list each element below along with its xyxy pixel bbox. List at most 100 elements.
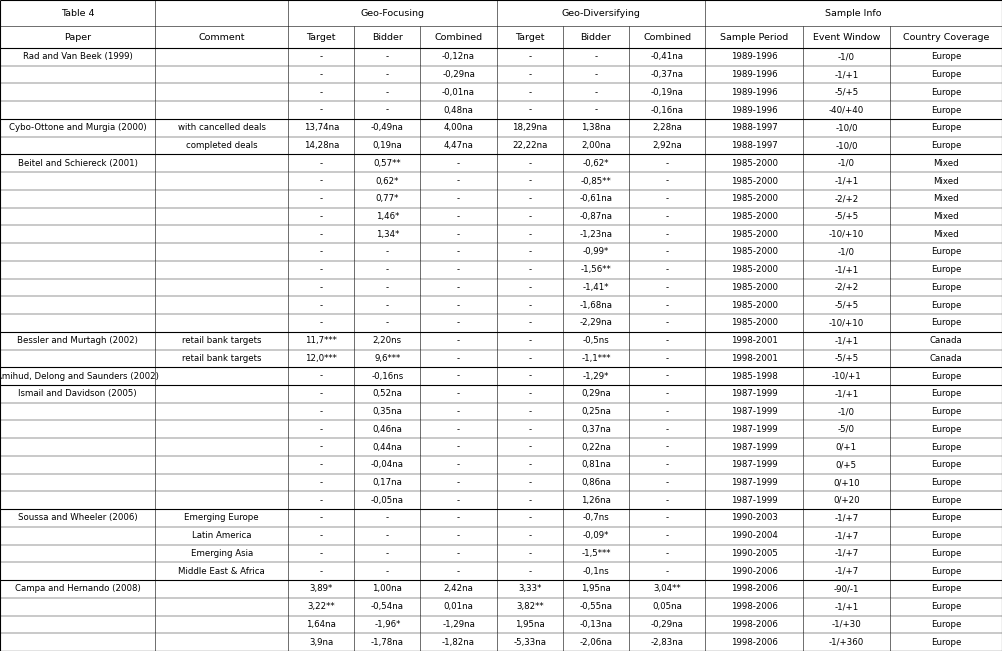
Text: 1987-1999: 1987-1999 xyxy=(730,460,778,469)
Text: Paper: Paper xyxy=(64,33,91,42)
Text: -1/+7: -1/+7 xyxy=(835,531,859,540)
Text: -40/+40: -40/+40 xyxy=(829,105,864,115)
Text: -1/0: -1/0 xyxy=(838,407,855,416)
Text: -: - xyxy=(320,70,323,79)
Text: Europe: Europe xyxy=(931,531,961,540)
Text: -: - xyxy=(594,105,597,115)
Text: -1,1***: -1,1*** xyxy=(581,354,610,363)
Text: -: - xyxy=(457,336,460,345)
Text: Combined: Combined xyxy=(435,33,483,42)
Text: -1,96*: -1,96* xyxy=(374,620,401,629)
Text: -: - xyxy=(665,230,668,239)
Text: Canada: Canada xyxy=(930,354,962,363)
Text: -0,61na: -0,61na xyxy=(579,194,612,203)
Text: -: - xyxy=(528,496,531,505)
Text: -: - xyxy=(386,301,389,310)
Text: -: - xyxy=(320,159,323,168)
Text: 14,28na: 14,28na xyxy=(304,141,339,150)
Text: -: - xyxy=(528,194,531,203)
Text: Soussa and Wheeler (2006): Soussa and Wheeler (2006) xyxy=(18,514,137,523)
Text: -: - xyxy=(320,407,323,416)
Text: 1987-1999: 1987-1999 xyxy=(730,407,778,416)
Text: -: - xyxy=(320,283,323,292)
Text: -1,29na: -1,29na xyxy=(442,620,475,629)
Text: 0,01na: 0,01na xyxy=(444,602,474,611)
Text: -: - xyxy=(457,301,460,310)
Text: Emerging Europe: Emerging Europe xyxy=(184,514,259,523)
Text: Sample Info: Sample Info xyxy=(826,8,882,18)
Text: -: - xyxy=(665,425,668,434)
Text: Europe: Europe xyxy=(931,389,961,398)
Text: 1,38na: 1,38na xyxy=(581,123,611,132)
Text: 9,6***: 9,6*** xyxy=(374,354,401,363)
Text: -: - xyxy=(457,230,460,239)
Text: -1,5***: -1,5*** xyxy=(581,549,610,558)
Text: -: - xyxy=(320,265,323,274)
Text: 1985-2000: 1985-2000 xyxy=(730,301,778,310)
Text: 1998-2001: 1998-2001 xyxy=(730,354,778,363)
Text: 11,7***: 11,7*** xyxy=(306,336,338,345)
Text: 0,35na: 0,35na xyxy=(373,407,402,416)
Text: -1/0: -1/0 xyxy=(838,247,855,256)
Text: -: - xyxy=(386,247,389,256)
Text: -10/+10: -10/+10 xyxy=(829,318,864,327)
Text: Europe: Europe xyxy=(931,496,961,505)
Text: -0,09*: -0,09* xyxy=(583,531,609,540)
Text: Canada: Canada xyxy=(930,336,962,345)
Text: -: - xyxy=(665,443,668,452)
Text: 1,00na: 1,00na xyxy=(373,585,402,594)
Text: -1/+360: -1/+360 xyxy=(829,637,864,646)
Text: -: - xyxy=(665,283,668,292)
Text: 0,77*: 0,77* xyxy=(376,194,399,203)
Text: -: - xyxy=(320,176,323,186)
Text: -: - xyxy=(320,496,323,505)
Text: -: - xyxy=(386,283,389,292)
Text: -: - xyxy=(665,407,668,416)
Text: -: - xyxy=(528,389,531,398)
Text: Europe: Europe xyxy=(931,443,961,452)
Text: -: - xyxy=(665,496,668,505)
Text: -2/+2: -2/+2 xyxy=(835,283,859,292)
Text: -: - xyxy=(320,443,323,452)
Text: 3,04**: 3,04** xyxy=(653,585,681,594)
Text: -: - xyxy=(528,247,531,256)
Text: Emerging Asia: Emerging Asia xyxy=(190,549,253,558)
Text: 1988-1997: 1988-1997 xyxy=(730,141,778,150)
Text: -: - xyxy=(665,354,668,363)
Text: Europe: Europe xyxy=(931,52,961,61)
Text: -5/0: -5/0 xyxy=(838,425,855,434)
Text: -: - xyxy=(320,389,323,398)
Text: -: - xyxy=(320,372,323,381)
Text: -: - xyxy=(457,549,460,558)
Text: -5/+5: -5/+5 xyxy=(835,88,859,97)
Text: Europe: Europe xyxy=(931,141,961,150)
Text: -: - xyxy=(528,336,531,345)
Text: 1985-2000: 1985-2000 xyxy=(730,194,778,203)
Text: Europe: Europe xyxy=(931,88,961,97)
Text: -: - xyxy=(665,478,668,487)
Text: -: - xyxy=(320,531,323,540)
Text: -: - xyxy=(457,496,460,505)
Text: -1/+1: -1/+1 xyxy=(835,389,859,398)
Text: -: - xyxy=(386,105,389,115)
Text: 1998-2001: 1998-2001 xyxy=(730,336,778,345)
Text: -: - xyxy=(386,318,389,327)
Text: -: - xyxy=(457,443,460,452)
Text: -: - xyxy=(320,566,323,575)
Text: -: - xyxy=(386,566,389,575)
Text: 1985-2000: 1985-2000 xyxy=(730,318,778,327)
Text: Middle East & Africa: Middle East & Africa xyxy=(178,566,266,575)
Text: -: - xyxy=(386,265,389,274)
Text: -: - xyxy=(665,265,668,274)
Text: Europe: Europe xyxy=(931,283,961,292)
Text: -: - xyxy=(457,372,460,381)
Text: 1,46*: 1,46* xyxy=(376,212,399,221)
Text: 3,22**: 3,22** xyxy=(308,602,335,611)
Text: -: - xyxy=(320,194,323,203)
Text: 1998-2006: 1998-2006 xyxy=(730,602,778,611)
Text: -0,1ns: -0,1ns xyxy=(582,566,609,575)
Text: -1/+7: -1/+7 xyxy=(835,514,859,523)
Text: -10/0: -10/0 xyxy=(835,141,858,150)
Text: 1,26na: 1,26na xyxy=(581,496,611,505)
Text: -5,33na: -5,33na xyxy=(513,637,546,646)
